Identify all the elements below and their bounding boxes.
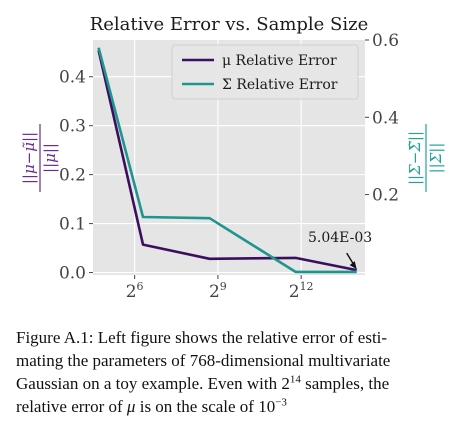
caption-power-exponent: 14 — [289, 373, 301, 386]
left-tick-label-0: 0.0 — [59, 264, 86, 284]
caption-line-4b: is on the scale of — [135, 397, 259, 416]
left-axis-label-denominator: ||μ|| — [41, 143, 59, 173]
legend-label-sigma: Σ Relative Error — [222, 77, 338, 93]
left-axis-label-numerator: ||μ−μ̃|| — [20, 132, 38, 184]
left-tick-label-2: 0.2 — [59, 166, 86, 186]
legend-label-mu: μ Relative Error — [222, 53, 337, 69]
series-lines — [97, 47, 357, 274]
legend: μ Relative Error Σ Relative Error — [171, 44, 359, 100]
left-axis-label: ||μ−μ̃|| ||μ|| — [20, 124, 59, 192]
right-tick-label-2: 0.6 — [372, 31, 399, 51]
annotation-label: 5.04E-03 — [308, 230, 372, 246]
left-tick-label-4: 0.4 — [59, 68, 86, 88]
legend-box — [171, 44, 359, 100]
caption-line-3a: Gaussian on a toy example. Even with — [16, 374, 282, 393]
right-axis-label-numerator: ||Σ−Σ̃|| — [406, 131, 424, 185]
caption-scale-exponent: −3 — [275, 396, 287, 409]
annotation-arrowhead — [349, 261, 357, 270]
caption-line-3b: samples, the — [300, 374, 390, 393]
caption-line-4a: relative error of — [16, 397, 127, 416]
x-axis-ticks: 26 29 212 — [126, 275, 314, 302]
x-tick-label-0: 26 — [126, 280, 144, 302]
left-tick-label-3: 0.3 — [59, 117, 86, 137]
annotation: 5.04E-03 — [308, 230, 372, 270]
left-axis-ticks: 0.0 0.1 0.2 0.3 0.4 — [59, 68, 93, 284]
caption-mu-symbol: μ — [126, 397, 136, 416]
left-tick-label-1: 0.1 — [59, 215, 86, 235]
x-tick-label-2: 212 — [289, 280, 314, 302]
figure-caption: Figure A.1: Left figure shows the relati… — [16, 326, 452, 418]
chart-title: Relative Error vs. Sample Size — [90, 14, 369, 35]
right-axis-label: ||Σ−Σ̃|| ||Σ|| — [406, 124, 445, 192]
relative-error-chart: Relative Error vs. Sample Size 0.0 0.1 0.2… — [20, 14, 445, 302]
right-tick-label-1: 0.4 — [372, 108, 399, 128]
caption-scale-base: 10 — [258, 397, 276, 416]
right-tick-label-0: 0.2 — [372, 186, 399, 206]
right-axis-ticks: 0.2 0.4 0.6 — [365, 31, 399, 206]
caption-line-2: mating the parameters of 768-dimensional… — [16, 351, 391, 370]
caption-line-1: Figure A.1: Left figure shows the relati… — [16, 328, 388, 347]
right-axis-label-denominator: ||Σ|| — [427, 143, 445, 174]
x-tick-label-1: 29 — [209, 280, 227, 302]
caption-power-base: 2 — [281, 374, 290, 393]
